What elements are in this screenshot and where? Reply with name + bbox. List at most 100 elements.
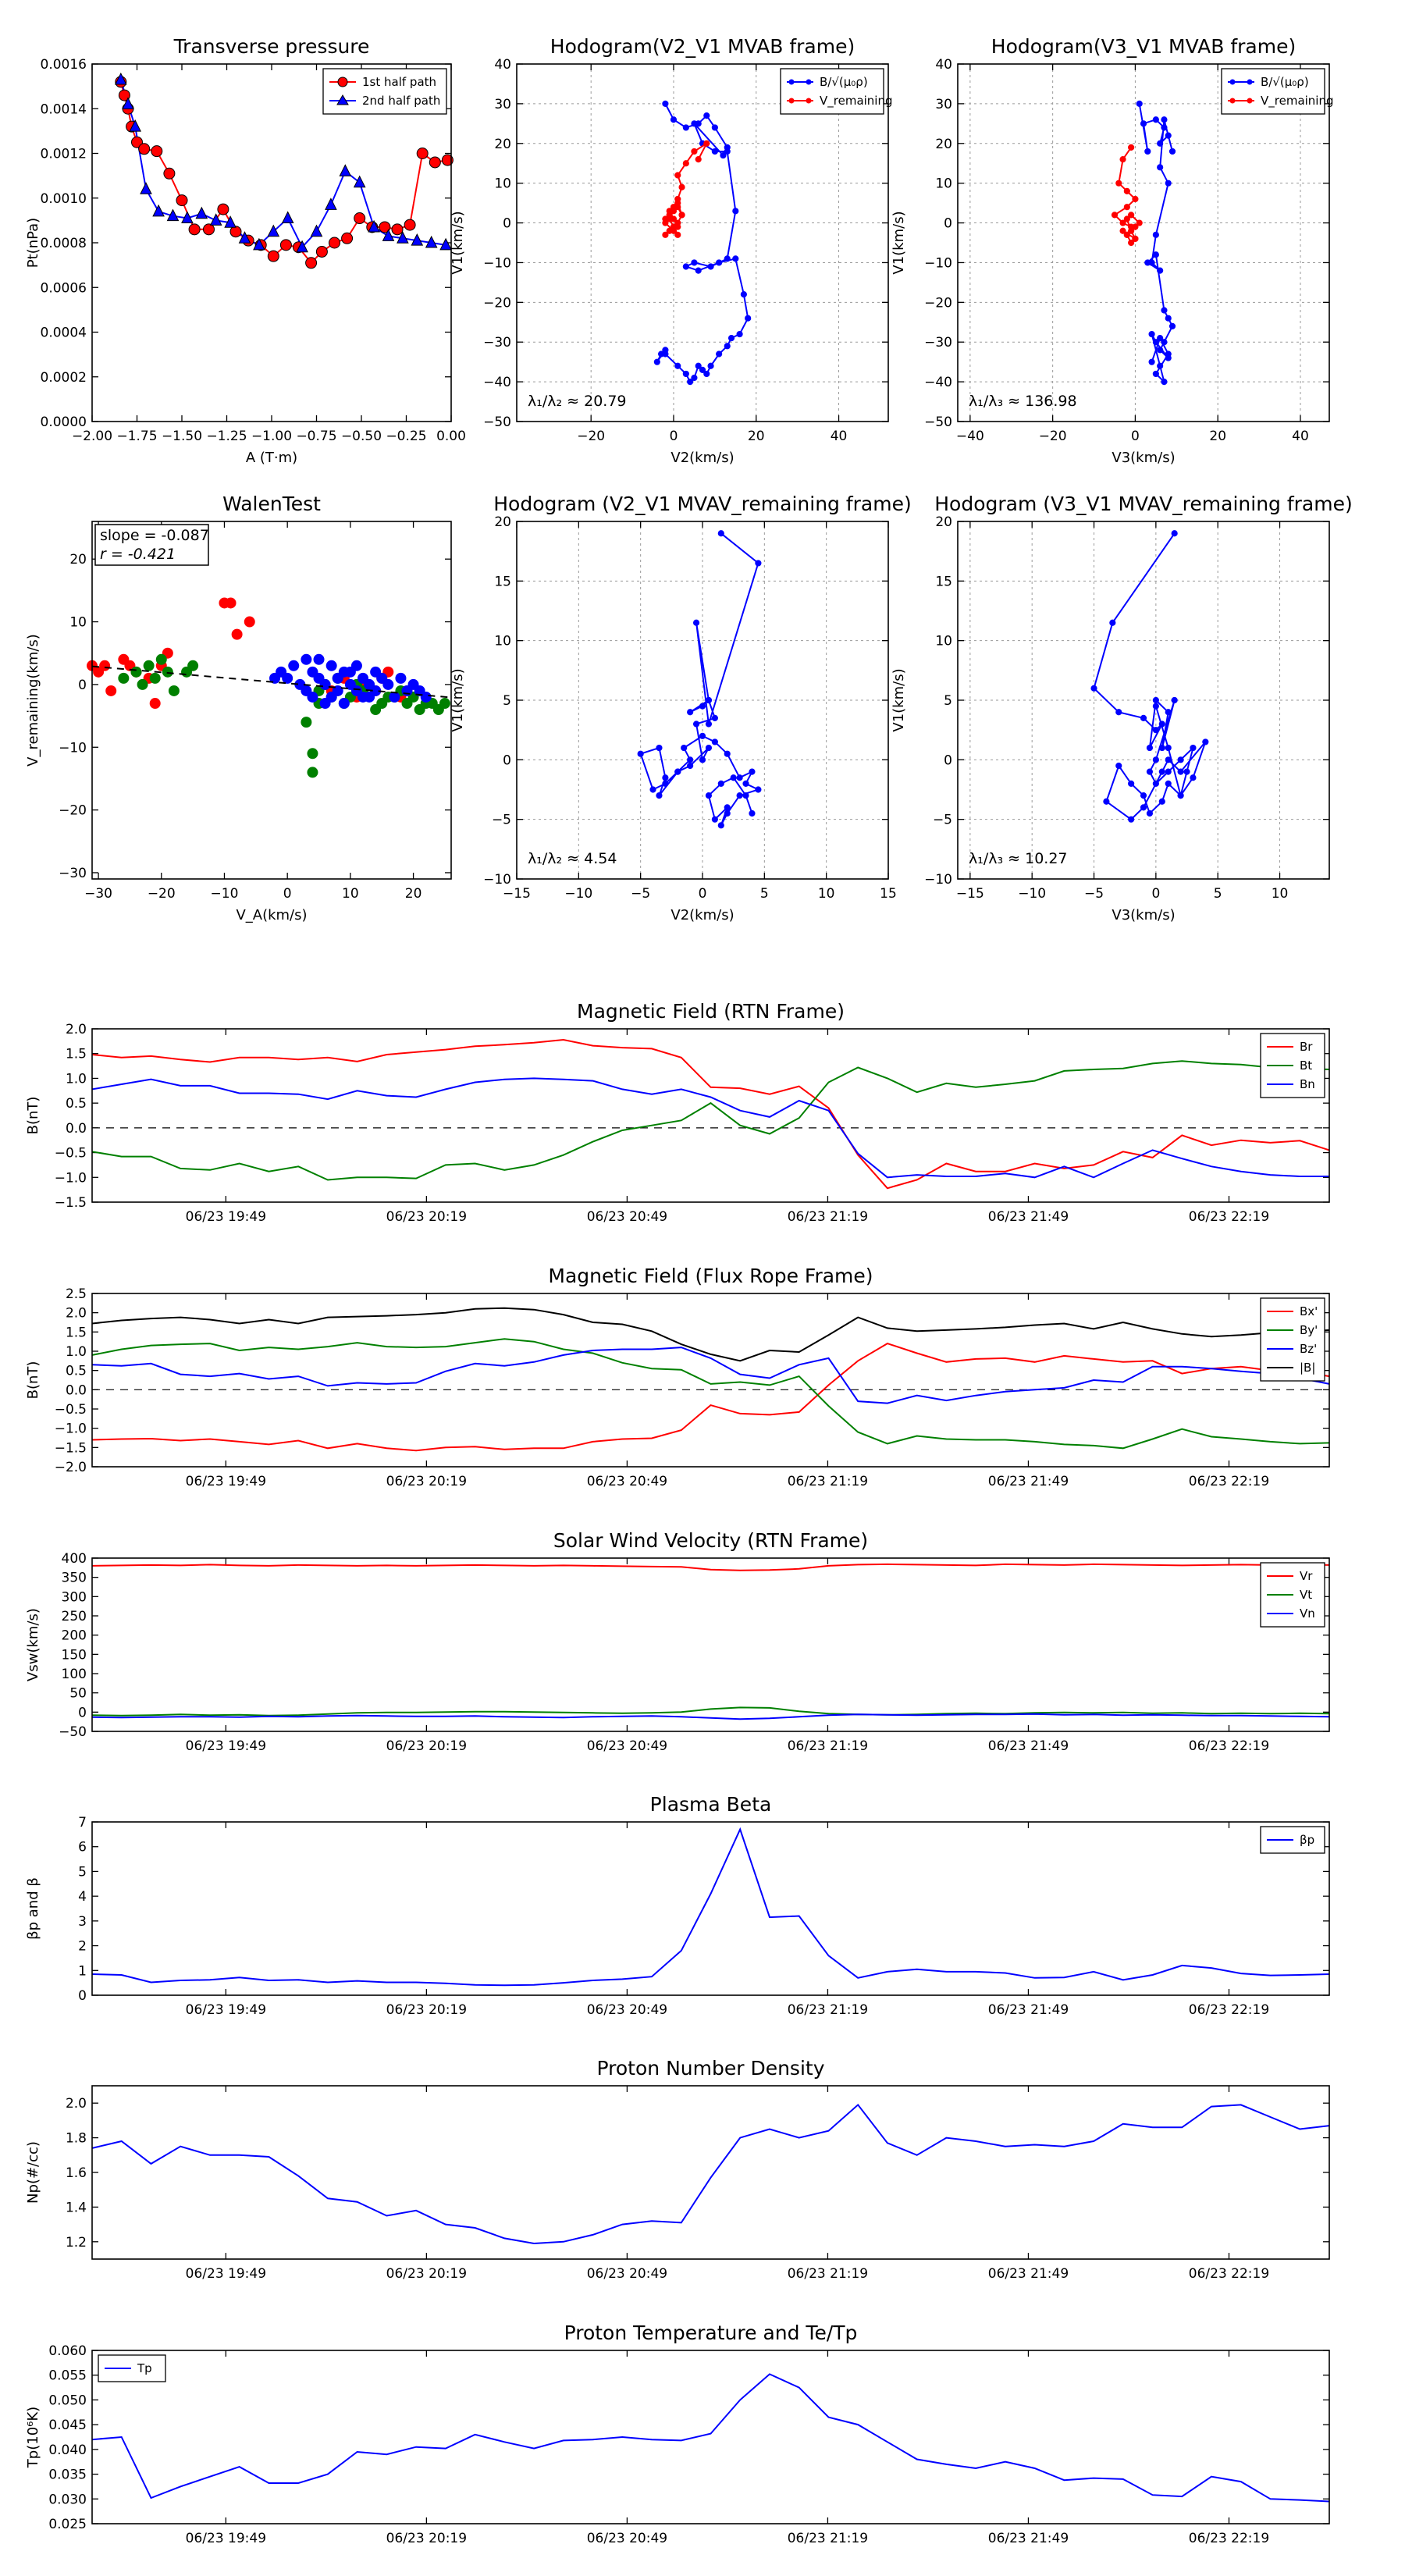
legend-label: βp (1300, 1833, 1314, 1847)
hodogram-point (1165, 744, 1172, 752)
walen-point-1 (137, 678, 148, 690)
hodogram-point-0 (727, 335, 735, 342)
y-axis-label: B(nT) (25, 1361, 41, 1400)
hodogram-point (687, 709, 694, 716)
data-point-1st-half (404, 219, 416, 231)
hodogram-point-0 (1144, 148, 1151, 155)
y-tick-label: 150 (62, 1647, 87, 1663)
y-tick-label: −1.5 (55, 1195, 87, 1211)
y-tick-label: −0.5 (55, 1402, 87, 1418)
hodogram-point (656, 792, 663, 799)
legend-label: 1st half path (362, 75, 436, 89)
x-tick-label: 0 (283, 886, 292, 902)
walen-point-2 (288, 660, 300, 671)
x-tick-label: −1.50 (162, 429, 202, 444)
walen-point-1 (168, 685, 180, 696)
y-tick-label: 200 (62, 1628, 87, 1644)
x-tick-label: −20 (148, 886, 176, 902)
plot-frame (91, 521, 452, 880)
time-tick-label: 06/23 20:19 (386, 2531, 467, 2546)
legend-marker (1247, 98, 1253, 104)
hodogram-point-1 (1128, 239, 1135, 247)
y-tick-label: 30 (494, 97, 511, 112)
hodogram-point-1 (1119, 219, 1126, 226)
hodogram-point (1146, 809, 1154, 817)
hodogram-point-0 (1165, 132, 1172, 139)
y-tick-label: 0.0 (66, 1382, 87, 1398)
series-line-0 (91, 1827, 1330, 1987)
hodogram-point-0 (1152, 116, 1159, 123)
data-point-2nd-half (114, 72, 127, 85)
y-tick-label: 0.060 (48, 2343, 87, 2359)
y-tick-label: 0 (944, 753, 952, 768)
hodogram-point-0 (1144, 259, 1151, 266)
y-tick-label: 250 (62, 1609, 87, 1624)
data-point-2nd-half (439, 237, 452, 251)
legend-marker (806, 98, 812, 104)
hodogram-point (692, 619, 700, 626)
time-tick-label: 06/23 20:49 (587, 1474, 667, 1489)
hodogram-point-0 (670, 116, 678, 123)
hodogram-point-0 (674, 362, 681, 369)
data-point-1st-half (391, 223, 404, 236)
time-tick-label: 06/23 20:19 (386, 2266, 467, 2282)
hodogram-point (724, 809, 731, 817)
walen-point-2 (420, 691, 432, 703)
y-tick-label: −1.0 (55, 1421, 87, 1437)
hodogram-point (717, 530, 724, 537)
eigenvalue-ratio-annotation: λ₁/λ₂ ≈ 20.79 (528, 393, 627, 410)
y-tick-label: 0.035 (48, 2467, 87, 2483)
x-tick-label: −0.25 (386, 429, 426, 444)
hodogram-point-0 (1157, 164, 1164, 171)
hodogram-point-1 (1111, 212, 1119, 219)
hodogram-point-0 (691, 374, 698, 382)
hodogram-point-1 (1119, 156, 1126, 163)
y-tick-label: 7 (78, 1815, 87, 1831)
hodogram-point-0 (1161, 339, 1168, 346)
y-tick-label: 1.4 (66, 2200, 87, 2215)
hodogram-point-0 (1168, 322, 1176, 329)
hodogram-point-0 (732, 208, 739, 215)
data-point-1st-half (441, 154, 454, 166)
chart-title: WalenTest (222, 493, 321, 515)
legend-label: Vt (1300, 1588, 1312, 1602)
time-tick-label: 06/23 22:19 (1189, 2531, 1269, 2546)
walen-point-2 (382, 678, 394, 690)
walen-point-2 (332, 685, 343, 696)
plot-frame (91, 2350, 1330, 2524)
data-point-2nd-half (267, 224, 280, 237)
y-tick-label: −20 (483, 295, 511, 311)
chart-title: Proton Number Density (597, 2057, 825, 2080)
walen-point-2 (325, 660, 337, 671)
y-tick-label: 50 (69, 1686, 87, 1702)
y-tick-label: 350 (62, 1571, 87, 1586)
hodogram-point-0 (720, 151, 727, 159)
time-tick-label: 06/23 20:49 (587, 2002, 667, 2018)
hodogram-point (637, 750, 644, 757)
data-point-1st-half (279, 239, 292, 251)
hodogram-point-0 (1157, 140, 1164, 147)
hodogram-point (1177, 756, 1184, 763)
y-tick-label: 0.045 (48, 2418, 87, 2433)
plot-frame (91, 1821, 1330, 1996)
hodogram-point-1 (666, 208, 673, 215)
y-tick-label: 1.0 (66, 1071, 87, 1087)
y-tick-label: 0.0002 (41, 370, 87, 386)
hodogram-point (1146, 744, 1154, 752)
panel-beta: Plasma Beta 0 1 2 3 4 5 6 7 βp and β 06/23 19:49 06… (25, 1793, 1330, 2018)
series-line-0 (91, 1343, 1330, 1452)
y-tick-label: −0.5 (55, 1146, 87, 1162)
hodogram-point-0 (716, 350, 723, 358)
walen-point-2 (301, 653, 312, 665)
y-tick-label: 6 (78, 1840, 87, 1856)
y-tick-label: 0.5 (66, 1096, 87, 1112)
hodogram-point-0 (736, 330, 743, 338)
walen-point-0 (231, 628, 243, 640)
chart-title: Solar Wind Velocity (RTN Frame) (553, 1529, 868, 1552)
x-tick-label: −2.00 (72, 429, 112, 444)
y-tick-label: 400 (62, 1551, 87, 1567)
legend-marker (788, 98, 795, 104)
time-tick-label: 06/23 21:19 (788, 1209, 868, 1225)
hodogram-point (1190, 744, 1197, 752)
